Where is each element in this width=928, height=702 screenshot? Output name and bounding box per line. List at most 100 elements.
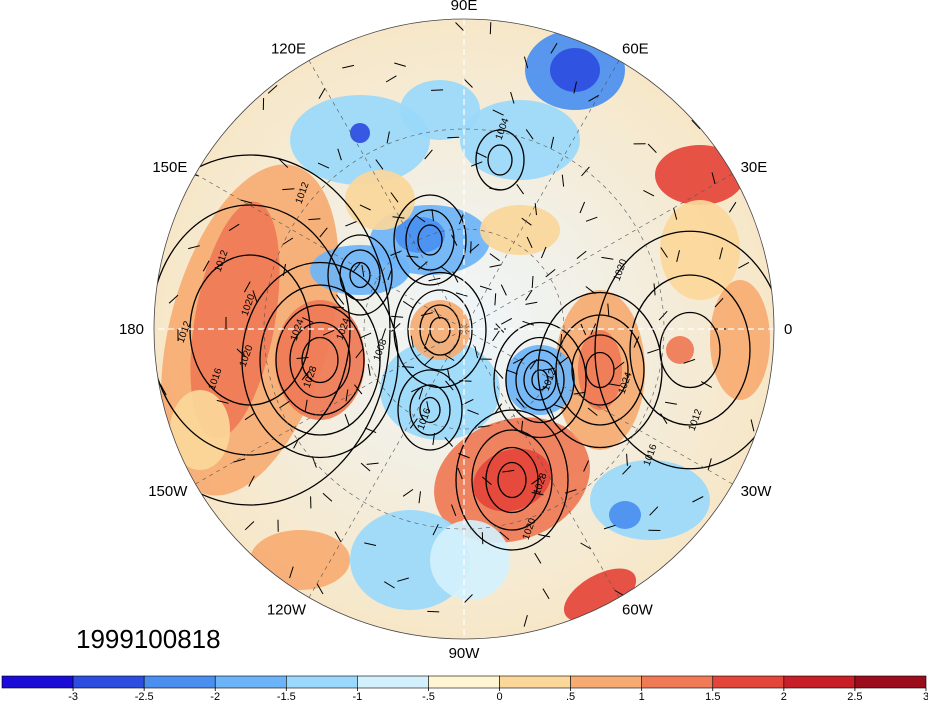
wind-barb xyxy=(750,419,755,432)
wind-barb xyxy=(512,357,525,364)
lon-label: 180 xyxy=(119,321,144,338)
anomaly-patch xyxy=(345,170,415,230)
colorbar-swatch xyxy=(357,675,429,689)
colorbar-label: 2 xyxy=(781,691,787,702)
colorbar-label: .5 xyxy=(566,691,575,702)
wind-barbs xyxy=(160,22,755,627)
wind-barb xyxy=(700,381,713,388)
wind-barb xyxy=(244,521,255,531)
wind-barb xyxy=(397,577,409,582)
anomaly-patch xyxy=(410,300,470,360)
wind-barb xyxy=(390,192,399,203)
parallel-circle xyxy=(263,128,665,530)
wind-barb xyxy=(296,357,309,359)
isobar xyxy=(189,254,311,406)
wind-barb xyxy=(561,174,565,187)
wind-barb xyxy=(540,246,547,259)
wind-barb xyxy=(459,380,472,382)
wind-barb xyxy=(418,491,421,504)
wind-barb xyxy=(545,269,556,278)
isobar xyxy=(393,194,467,286)
wind-barb xyxy=(691,119,701,130)
isobar xyxy=(505,336,575,424)
wind-barb xyxy=(308,218,321,221)
wind-barb xyxy=(293,437,300,449)
wind-barb xyxy=(573,81,577,94)
wind-barb xyxy=(549,408,555,420)
wind-barb xyxy=(660,413,668,424)
wind-barb xyxy=(585,216,598,222)
isobar xyxy=(487,144,513,176)
wind-barb xyxy=(531,492,544,496)
wind-barb xyxy=(558,356,569,365)
polar-map: 1012101210121016102010201024102810241008… xyxy=(153,18,775,640)
wind-barb xyxy=(683,358,696,364)
wind-barb xyxy=(573,391,586,395)
wind-barb xyxy=(550,136,555,149)
wind-barb xyxy=(523,56,529,69)
wind-barb xyxy=(331,306,344,309)
wind-barb xyxy=(282,263,286,276)
anomaly-patch xyxy=(710,280,770,400)
colorbar-label: 3 xyxy=(923,691,928,702)
wind-barb xyxy=(521,217,532,226)
wind-barb xyxy=(538,534,551,538)
wind-barb xyxy=(441,266,452,275)
wind-barb xyxy=(711,172,716,185)
wind-barb xyxy=(714,297,724,308)
anomaly-patch xyxy=(400,80,480,140)
isobar xyxy=(629,274,751,426)
wind-barb xyxy=(319,227,328,238)
wind-barb xyxy=(402,300,414,309)
wind-barb xyxy=(502,469,515,473)
wind-barb xyxy=(289,566,294,579)
isobar xyxy=(289,321,351,399)
wind-barb xyxy=(467,409,479,415)
wind-barb xyxy=(411,386,423,393)
wind-barb xyxy=(580,542,592,550)
wind-barb xyxy=(443,353,455,361)
isobar xyxy=(275,304,365,416)
wind-barb xyxy=(216,399,229,404)
wind-barb xyxy=(243,281,251,293)
wind-barb xyxy=(500,284,507,296)
wind-barb xyxy=(427,610,440,613)
colorbar-label: -3 xyxy=(68,691,78,702)
wind-barb xyxy=(692,496,704,503)
wind-barb xyxy=(447,368,451,381)
colorbar-label: -2 xyxy=(210,691,220,702)
wind-barb xyxy=(344,413,350,426)
wind-barb xyxy=(366,462,379,465)
wind-barb xyxy=(647,143,657,154)
wind-barb xyxy=(364,427,377,434)
lon-label: 150W xyxy=(148,483,188,500)
wind-barb xyxy=(402,488,414,497)
wind-barb xyxy=(424,333,430,346)
colorbar-label: -1.5 xyxy=(277,691,296,702)
wind-barb xyxy=(355,348,364,359)
lat-lon-grid xyxy=(154,19,774,639)
isobar xyxy=(154,154,391,506)
colorbar-swatch xyxy=(783,675,856,689)
wind-barb xyxy=(707,458,712,471)
isobar xyxy=(571,334,629,406)
wind-barb xyxy=(588,94,600,102)
wind-barb xyxy=(457,467,463,480)
wind-barb xyxy=(531,476,542,485)
wind-barb xyxy=(608,383,621,387)
wind-barb xyxy=(360,462,371,472)
wind-barb xyxy=(564,489,577,494)
wind-barb xyxy=(665,401,677,405)
wind-barb xyxy=(342,64,355,69)
wind-barb xyxy=(267,85,278,94)
wind-barb xyxy=(649,506,659,516)
isobar xyxy=(154,204,351,456)
wind-barb xyxy=(458,453,470,459)
lon-label: 60E xyxy=(622,40,649,57)
wind-barb xyxy=(445,380,454,391)
wind-barb xyxy=(489,264,502,268)
wind-barb xyxy=(367,363,371,376)
anomaly-patch xyxy=(430,520,510,600)
wind-barb xyxy=(499,531,510,540)
wind-barb xyxy=(643,189,655,197)
